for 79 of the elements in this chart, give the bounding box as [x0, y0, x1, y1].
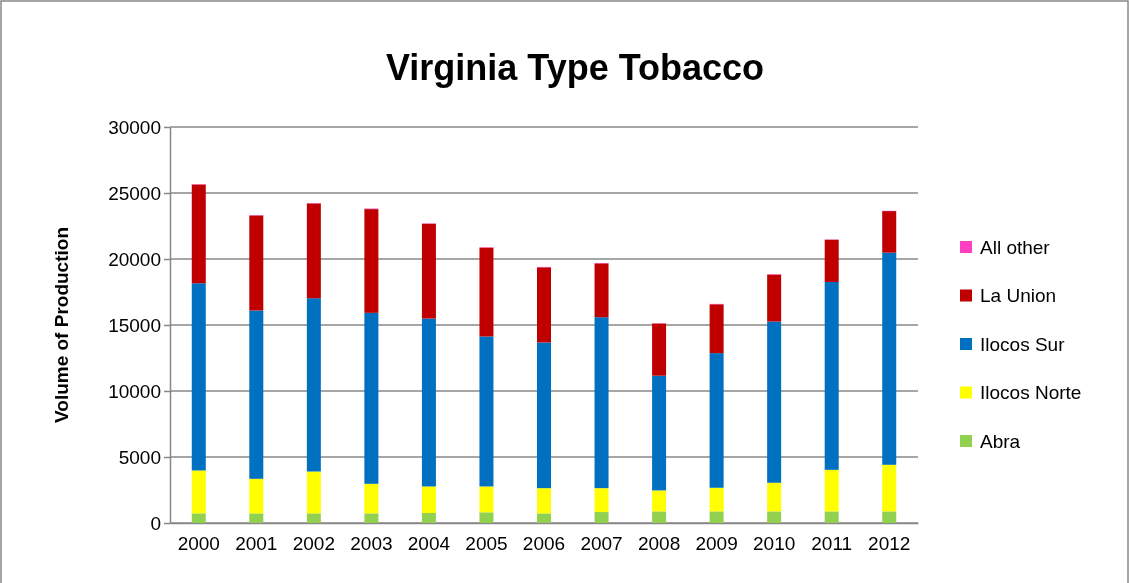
- bar: [537, 342, 551, 489]
- x-tick-label: 2006: [522, 533, 566, 555]
- bar: [249, 478, 264, 514]
- bar: [191, 470, 206, 514]
- bar: [709, 511, 724, 523]
- x-tick-label: 2008: [637, 533, 681, 555]
- bar: [421, 318, 436, 487]
- y-tick-label: 15000: [108, 314, 161, 336]
- y-tick-label: 30000: [108, 116, 161, 138]
- bar: [364, 513, 379, 523]
- y-tick-label: 5000: [118, 446, 161, 468]
- y-axis-title: Volume of Production: [51, 227, 72, 423]
- bar: [479, 336, 494, 487]
- bar: [882, 211, 897, 253]
- x-tick-label: 2011: [811, 533, 853, 555]
- x-tick-label: 2009: [695, 533, 738, 555]
- bar: [594, 263, 609, 318]
- bar: [306, 513, 321, 523]
- bar: [421, 223, 436, 319]
- bar: [652, 490, 667, 512]
- legend-label: La Union: [980, 285, 1057, 307]
- bar: [594, 512, 609, 523]
- bar: [191, 513, 206, 523]
- bar: [824, 239, 839, 282]
- bar: [652, 375, 667, 491]
- bar: [709, 353, 724, 488]
- bar: [594, 488, 609, 513]
- bar: [249, 215, 264, 311]
- legend-label: Ilocos Sur: [980, 333, 1066, 355]
- bar: [767, 511, 782, 523]
- bar: [249, 310, 264, 479]
- bar: [479, 486, 494, 513]
- bar: [824, 469, 839, 512]
- bar: [767, 274, 782, 322]
- bar: [882, 511, 897, 523]
- x-tick-label: 2001: [235, 533, 278, 555]
- x-tick-label: 2012: [868, 533, 911, 555]
- legend-label: Abra: [980, 430, 1021, 452]
- bar: [306, 298, 321, 472]
- bar: [767, 482, 782, 512]
- bar: [537, 488, 551, 514]
- legend-label: All other: [980, 236, 1051, 258]
- x-tick-label: 2004: [407, 533, 451, 555]
- bar: [191, 283, 206, 471]
- bar: [709, 304, 724, 354]
- bar: [306, 203, 321, 299]
- bar: [709, 487, 724, 512]
- y-tick-label: 20000: [108, 248, 161, 270]
- bar: [537, 267, 551, 343]
- bar: [421, 486, 436, 513]
- bar: [652, 511, 667, 523]
- bar: [882, 252, 897, 465]
- bar: [767, 321, 782, 483]
- chart-title: Virginia Type Tobacco: [385, 47, 765, 88]
- x-tick-label: 2005: [465, 533, 508, 555]
- x-tick-label: 2000: [177, 533, 220, 555]
- bar: [824, 281, 839, 470]
- y-tick-label: 0: [150, 512, 161, 534]
- bar: [594, 317, 609, 489]
- bar: [421, 512, 436, 523]
- x-tick-label: 2010: [753, 533, 796, 555]
- bar: [479, 512, 494, 523]
- bar: [652, 323, 667, 376]
- y-tick-label: 10000: [108, 380, 161, 402]
- bar: [824, 511, 839, 523]
- y-tick-label: 25000: [108, 182, 161, 204]
- bar: [882, 464, 897, 512]
- bar: [306, 471, 321, 514]
- bar: [479, 247, 494, 337]
- bar: [537, 513, 551, 523]
- bar: [364, 209, 379, 313]
- x-tick-label: 2003: [350, 533, 393, 555]
- bar: [249, 513, 264, 523]
- bar: [364, 312, 379, 484]
- bar: [364, 483, 379, 514]
- x-tick-label: 2002: [292, 533, 335, 555]
- legend-label: Ilocos Norte: [980, 382, 1082, 404]
- x-tick-label: 2007: [580, 533, 623, 555]
- bar: [191, 184, 206, 284]
